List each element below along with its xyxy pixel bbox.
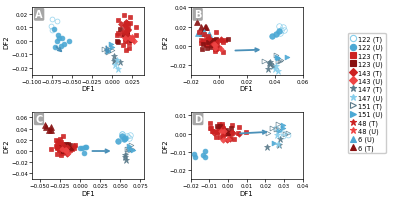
Y-axis label: DF2: DF2 [162,139,168,152]
Text: D: D [194,114,202,124]
Text: B: B [194,10,201,20]
Text: A: A [35,10,43,20]
X-axis label: DF1: DF1 [240,190,254,196]
Legend: 122 (T), 122 (U), 123 (T), 123 (U), 143 (T), 143 (U), 147 (T), 147 (U), 151 (T),: 122 (T), 122 (U), 123 (T), 123 (U), 143 … [348,34,386,154]
X-axis label: DF1: DF1 [240,86,254,92]
Y-axis label: DF2: DF2 [4,139,10,152]
Text: C: C [35,114,43,124]
Y-axis label: DF2: DF2 [162,35,168,49]
X-axis label: DF1: DF1 [81,190,95,196]
X-axis label: DF1: DF1 [81,86,95,92]
Y-axis label: DF2: DF2 [4,35,10,49]
